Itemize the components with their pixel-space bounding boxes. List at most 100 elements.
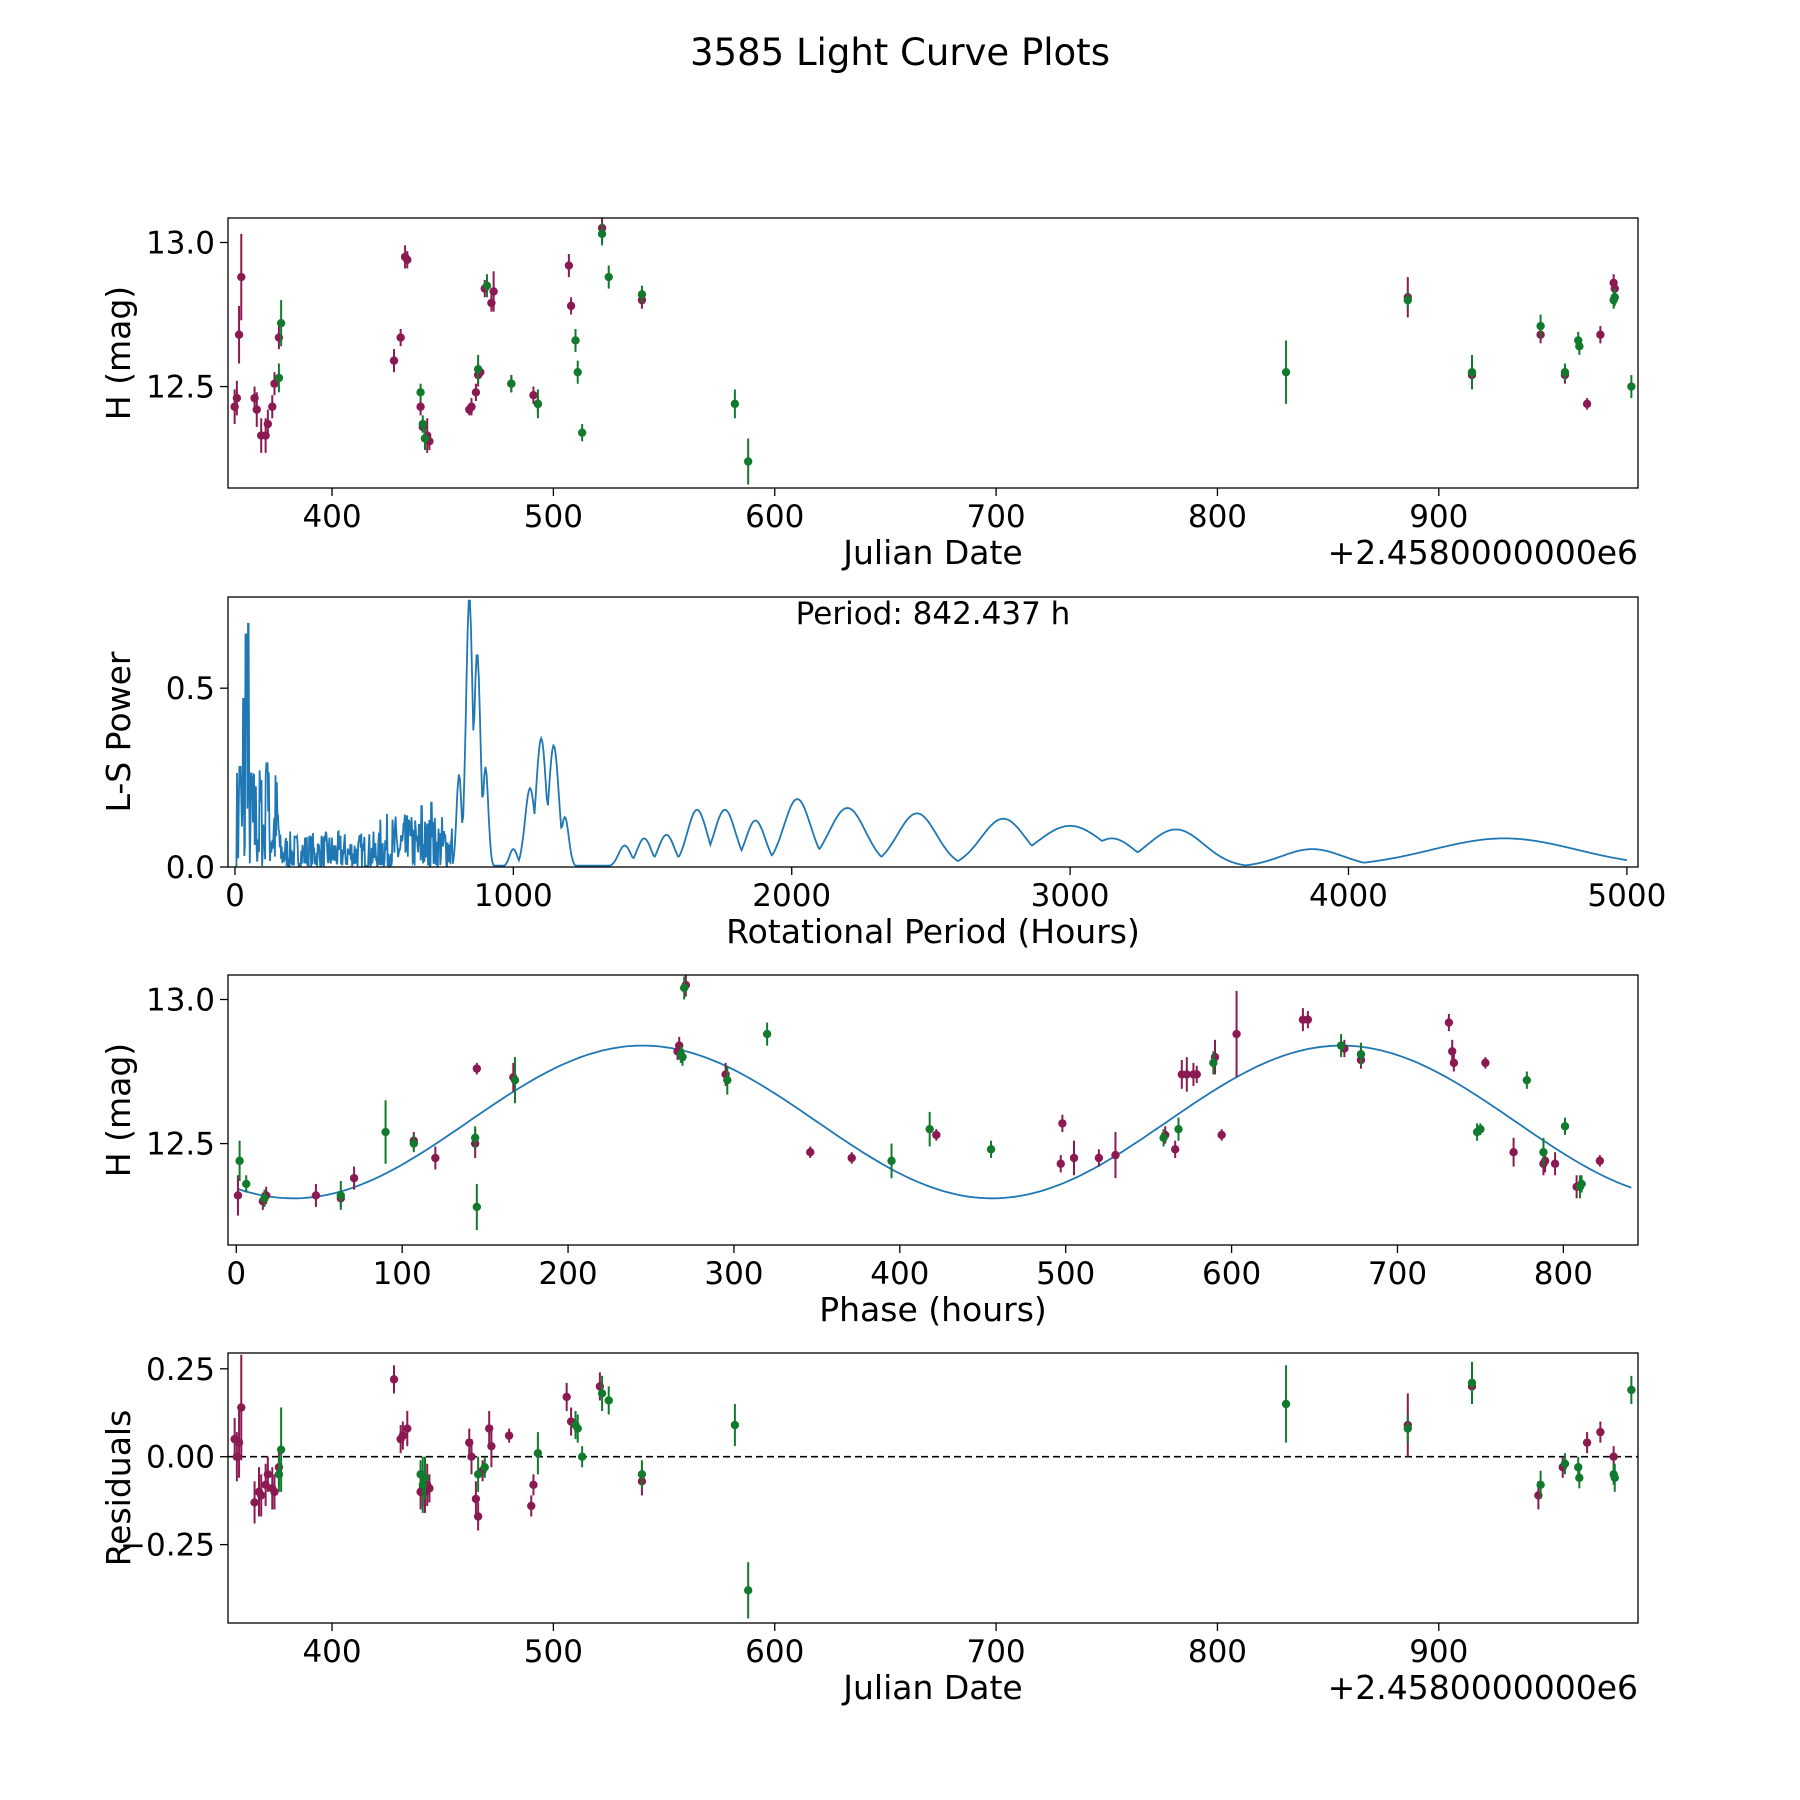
data-point — [1627, 382, 1636, 391]
data-point — [1232, 1029, 1241, 1039]
data-point — [311, 1191, 321, 1200]
x-tick-label: 900 — [1409, 499, 1468, 535]
data-point — [1217, 1130, 1226, 1140]
data-point — [1281, 367, 1291, 377]
data-point — [467, 402, 476, 411]
plots-container: 400 500 600 700 800 900 12.5 13.0 Julian Date H (… — [99, 217, 1666, 1707]
data-point — [604, 272, 613, 282]
data-point — [235, 1156, 244, 1166]
data-point — [1159, 1133, 1168, 1143]
data-point — [1540, 1156, 1550, 1166]
data-point — [925, 1124, 934, 1134]
data-point — [1595, 1156, 1605, 1166]
y-axis-label: H (mag) — [99, 1043, 138, 1177]
data-point — [420, 1473, 430, 1483]
axes-frame — [227, 974, 1639, 1246]
data-point — [482, 281, 492, 290]
data-point — [762, 1029, 772, 1039]
data-point — [349, 1173, 359, 1183]
data-point — [1575, 1473, 1584, 1483]
data-point — [250, 1498, 259, 1507]
x-tick-label: 4000 — [1309, 878, 1388, 914]
x-tick-label: 3000 — [1031, 878, 1110, 914]
data-point — [470, 1133, 480, 1143]
data-point — [564, 261, 574, 270]
data-point — [381, 1127, 390, 1137]
data-point — [527, 1501, 536, 1511]
data-point — [1627, 1385, 1636, 1395]
data-point — [409, 1139, 418, 1148]
data-point — [678, 1052, 687, 1062]
data-point — [260, 1194, 269, 1203]
data-point — [237, 272, 246, 282]
data-point — [416, 388, 425, 397]
series-green — [235, 976, 1586, 1231]
y-tick-label: 0.00 — [146, 1440, 215, 1476]
figure-title: 3585 Light Curve Plots — [690, 31, 1110, 74]
data-point — [1467, 1378, 1477, 1388]
x-tick-label: 600 — [745, 499, 804, 535]
data-point — [1610, 1473, 1619, 1483]
x-tick-label: 500 — [524, 499, 583, 535]
chart-phase_fold: 0 100 200 300 400 500 600 700 800 12.5 13.0 Phase (… — [99, 974, 1639, 1329]
data-point — [932, 1130, 941, 1140]
x-offset-label: +2.4580000000e6 — [1328, 533, 1638, 572]
x-tick-label: 300 — [704, 1256, 763, 1292]
data-point — [637, 1470, 647, 1479]
data-points — [230, 218, 1636, 485]
y-axis-label: L-S Power — [99, 651, 138, 812]
data-point — [529, 1480, 538, 1490]
data-point — [504, 1431, 514, 1440]
data-point — [270, 1487, 279, 1497]
data-point — [637, 290, 647, 299]
data-point — [418, 419, 427, 429]
x-offset-label: +2.4580000000e6 — [1328, 1668, 1638, 1707]
data-point — [1596, 1427, 1605, 1437]
data-point — [1111, 1150, 1120, 1160]
data-point — [274, 373, 284, 383]
data-point — [529, 391, 538, 400]
data-point — [604, 1396, 613, 1405]
data-point — [1609, 1452, 1618, 1461]
data-point — [577, 428, 587, 437]
data-point — [336, 1191, 345, 1200]
series-green — [274, 1361, 1636, 1619]
data-point — [1467, 367, 1477, 377]
y-tick-label: 12.5 — [146, 1127, 215, 1163]
x-tick-label: 700 — [966, 1634, 1025, 1670]
y-tick-label: 0.5 — [166, 671, 215, 707]
x-tick-label: 400 — [302, 499, 361, 535]
data-point — [730, 399, 740, 409]
x-tick-label: 400 — [302, 1634, 361, 1670]
data-point — [1536, 1480, 1545, 1490]
data-point — [571, 336, 580, 345]
data-point — [562, 1392, 571, 1402]
data-point — [1610, 293, 1619, 302]
chart-periodogram: Period: 842.437 h 0 1000 2000 3000 4000 5000 0.… — [99, 596, 1666, 951]
x-tick-label: 800 — [1534, 1256, 1593, 1292]
y-tick-label: 0.0 — [166, 850, 215, 886]
chart-light_curve: 400 500 600 700 800 900 12.5 13.0 Julian Date H (… — [99, 217, 1639, 572]
x-tick-label: 900 — [1409, 1634, 1468, 1670]
data-point — [1281, 1399, 1291, 1409]
data-point — [597, 229, 607, 239]
data-point — [403, 1424, 412, 1433]
data-point — [1094, 1153, 1104, 1163]
data-point — [887, 1156, 896, 1166]
data-point — [473, 1512, 483, 1521]
data-point — [237, 1403, 246, 1412]
data-point — [467, 1452, 476, 1461]
periodogram-line — [235, 599, 1628, 867]
data-point — [1574, 1463, 1583, 1472]
data-point — [1509, 1148, 1518, 1157]
data-point — [1444, 1018, 1454, 1027]
data-point — [234, 330, 244, 339]
data-point — [472, 1202, 482, 1212]
data-point — [252, 405, 261, 414]
data-point — [597, 1389, 607, 1398]
data-point — [566, 301, 576, 311]
data-point — [389, 356, 399, 365]
data-point — [1575, 342, 1584, 351]
data-point — [507, 379, 516, 388]
